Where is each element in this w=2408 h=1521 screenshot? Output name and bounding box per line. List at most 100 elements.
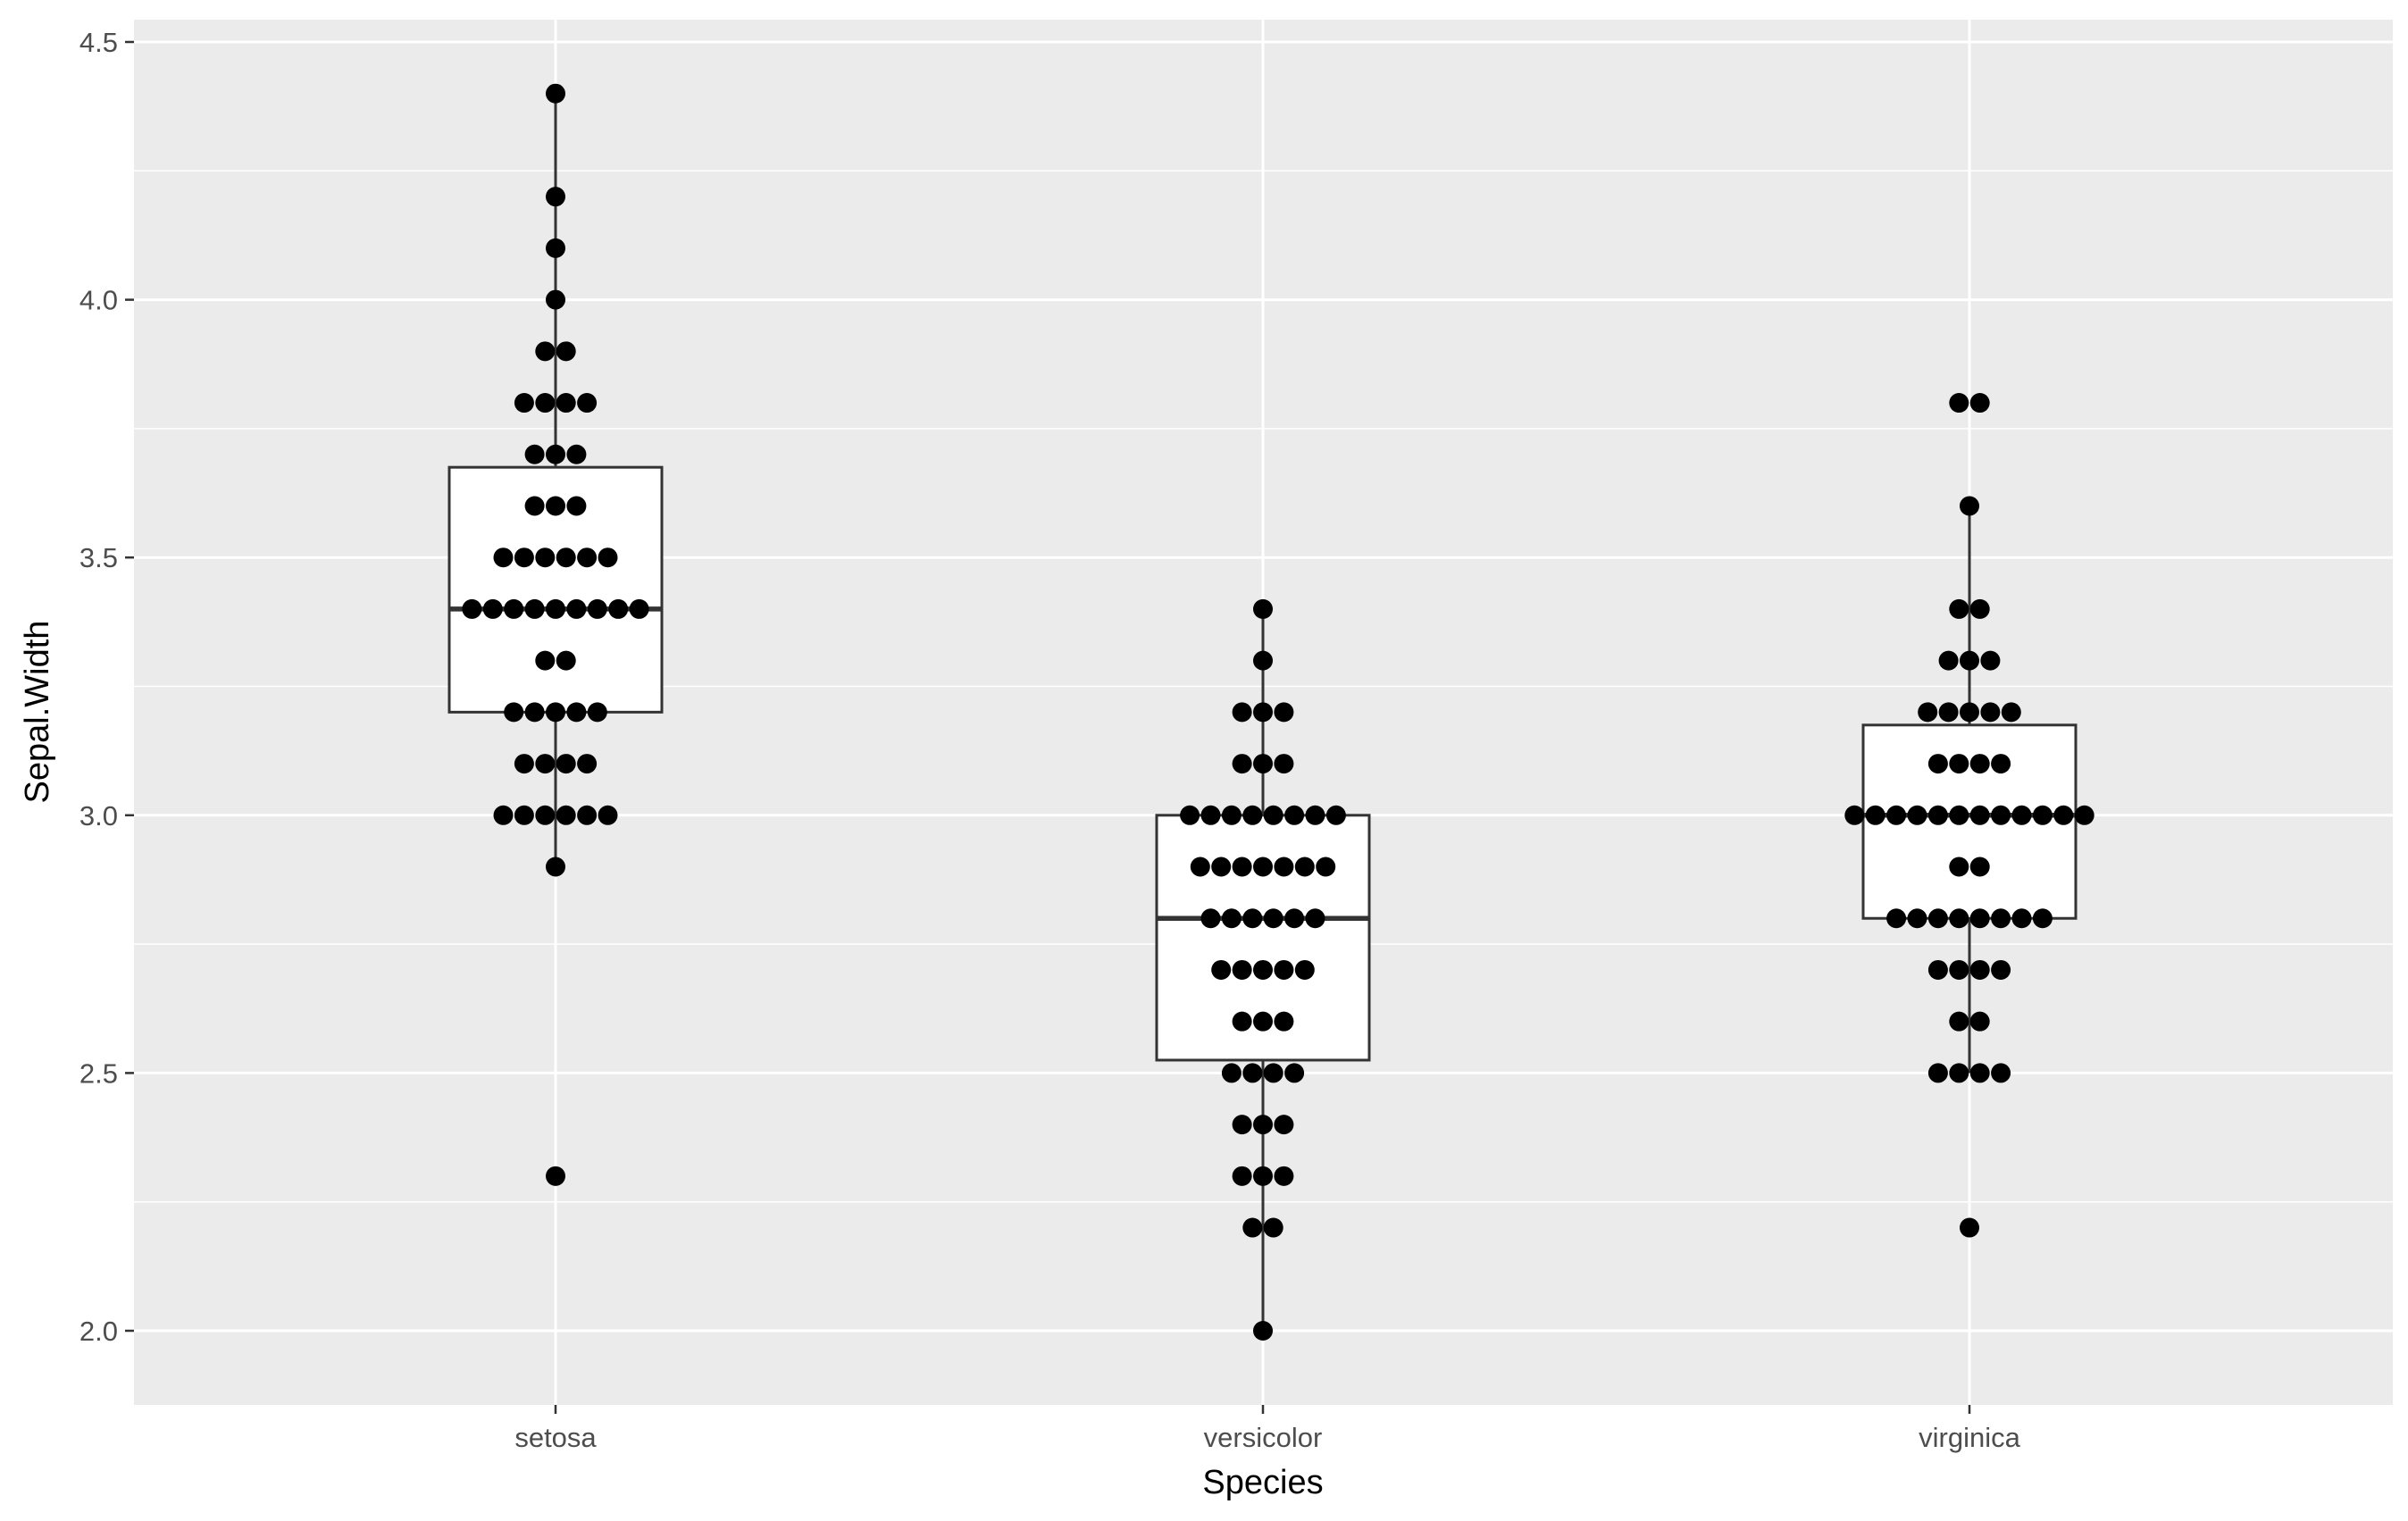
data-point (1969, 908, 1990, 929)
data-point (1274, 857, 1294, 877)
y-tick-label: 4.5 (79, 27, 118, 58)
data-point (1969, 1063, 1990, 1083)
data-point (1211, 857, 1232, 877)
data-point (1221, 1063, 1242, 1083)
data-point (1949, 393, 1969, 414)
data-point (1949, 754, 1969, 774)
data-point (1242, 1217, 1263, 1238)
data-point (577, 393, 598, 414)
x-tick-label: setosa (514, 1422, 597, 1453)
data-point (1232, 857, 1252, 877)
data-point (1232, 959, 1252, 980)
data-point (1305, 805, 1325, 825)
data-point (1253, 857, 1273, 877)
data-point (1253, 1321, 1273, 1341)
data-point (1274, 1166, 1294, 1186)
data-point (1242, 908, 1263, 929)
data-point (1991, 805, 2011, 825)
data-point (2001, 702, 2021, 723)
data-point (1927, 908, 1948, 929)
data-point (535, 393, 556, 414)
data-point (2074, 805, 2094, 825)
data-point (1253, 754, 1273, 774)
data-point (546, 187, 565, 207)
y-axis: 2.0 2.5 3.0 3.5 4.0 4.5 (79, 27, 134, 1347)
data-point (1190, 857, 1210, 877)
data-point (546, 598, 565, 619)
data-point (514, 393, 534, 414)
data-point (1242, 805, 1263, 825)
data-point (493, 547, 514, 568)
data-point (2011, 908, 2032, 929)
data-point (1263, 1217, 1283, 1238)
data-point (1969, 857, 1990, 877)
data-point (1232, 1011, 1252, 1032)
data-point (577, 754, 598, 774)
data-point (598, 547, 618, 568)
data-point (1221, 908, 1242, 929)
data-point (1294, 959, 1315, 980)
data-point (504, 702, 524, 723)
data-point (1284, 805, 1305, 825)
y-tick-label: 2.0 (79, 1316, 118, 1347)
data-point (1263, 805, 1283, 825)
data-point (1927, 754, 1948, 774)
data-point (556, 754, 576, 774)
dots-versicolor (1180, 598, 1346, 1341)
data-point (1232, 754, 1252, 774)
y-tick-label: 3.0 (79, 800, 118, 832)
data-point (1200, 908, 1221, 929)
data-point (1325, 805, 1346, 825)
x-axis: setosa versicolor virginica (514, 1405, 2021, 1453)
data-point (566, 598, 587, 619)
data-point (1253, 598, 1273, 619)
data-point (1263, 1063, 1283, 1083)
data-point (1969, 1011, 1990, 1032)
data-point (514, 805, 534, 825)
data-point (1927, 1063, 1948, 1083)
data-point (1232, 1166, 1252, 1186)
data-point (546, 702, 565, 723)
data-point (1969, 959, 1990, 980)
data-point (1949, 598, 1969, 619)
data-point (1991, 908, 2011, 929)
data-point (535, 650, 556, 671)
data-point (1253, 1166, 1273, 1186)
data-point (546, 496, 565, 516)
x-tick-label: virginica (1919, 1422, 2020, 1453)
data-point (1980, 650, 2001, 671)
data-point (556, 341, 576, 362)
data-point (524, 444, 545, 464)
data-point (546, 83, 565, 104)
dots-setosa (462, 83, 649, 1186)
data-point (629, 598, 649, 619)
data-point (577, 805, 598, 825)
y-tick-label: 3.5 (79, 542, 118, 573)
data-point (482, 598, 503, 619)
data-point (462, 598, 482, 619)
data-point (546, 1166, 565, 1186)
dot-points (462, 83, 2094, 1341)
y-axis-title: Sepal.Width (19, 621, 56, 804)
data-point (556, 547, 576, 568)
data-point (514, 547, 534, 568)
data-point (1886, 805, 1907, 825)
data-point (608, 598, 629, 619)
data-point (2053, 805, 2074, 825)
data-point (1232, 702, 1252, 723)
data-point (1253, 650, 1273, 671)
data-point (524, 702, 545, 723)
data-point (1284, 908, 1305, 929)
data-point (1211, 959, 1232, 980)
data-point (1253, 1011, 1273, 1032)
data-point (1844, 805, 1865, 825)
data-point (2032, 908, 2053, 929)
data-point (1274, 959, 1294, 980)
data-point (1927, 805, 1948, 825)
data-point (1949, 1011, 1969, 1032)
data-point (1180, 805, 1200, 825)
data-point (504, 598, 524, 619)
data-point (1969, 598, 1990, 619)
data-point (566, 702, 587, 723)
data-point (1949, 959, 1969, 980)
